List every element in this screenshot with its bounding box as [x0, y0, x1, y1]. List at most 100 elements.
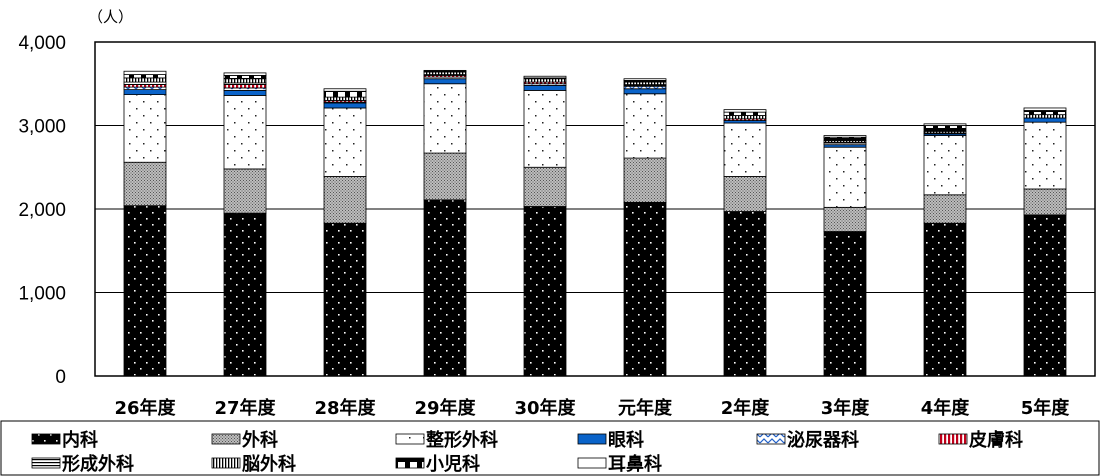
bar-segment [723, 109, 767, 113]
legend-label: 眼科 [608, 429, 644, 451]
x-tick-label: 27年度 [214, 397, 276, 419]
bar-segment [923, 222, 967, 377]
bar-segment [923, 135, 967, 196]
bar-segment [523, 75, 567, 79]
y-axis: 0 1,000 2,000 3,000 4,000 [18, 33, 66, 388]
x-tick-label: 元年度 [618, 397, 673, 419]
bar-segment [823, 146, 867, 208]
bar-segment [523, 206, 567, 377]
bar-segment [523, 90, 567, 168]
bar-segment [323, 90, 367, 98]
bar-segment [823, 136, 867, 141]
bar-stack [723, 109, 767, 377]
bar-stack [923, 123, 967, 377]
bar-segment [423, 78, 467, 85]
legend-swatch [211, 457, 241, 469]
bar-segment [223, 212, 267, 377]
bar-stack [1023, 107, 1067, 377]
legend-swatch [577, 433, 607, 445]
bar-segment [523, 78, 567, 83]
x-tick-label: 2年度 [721, 397, 771, 419]
bar-segment [123, 89, 167, 96]
bar-segment [123, 70, 167, 75]
bar-segment [723, 122, 767, 177]
legend-swatch [395, 433, 425, 445]
bar-segment [223, 90, 267, 96]
bar-segment [323, 222, 367, 377]
bars [123, 69, 1067, 377]
legend-swatch [31, 433, 61, 445]
bar-segment [223, 72, 267, 76]
bar-segment [1023, 117, 1067, 123]
bar-segment [523, 85, 567, 91]
plot-frame [94, 41, 1096, 377]
bar-segment [323, 96, 367, 101]
x-tick-label: 30年度 [514, 397, 576, 419]
bar-segment [423, 152, 467, 201]
x-axis: 26年度 27年度 28年度 29年度 30年度 元年度 2年度 3年度 4年度 5年度 [114, 397, 1070, 419]
bar-segment [923, 125, 967, 132]
bar-segment [423, 69, 467, 72]
legend-swatch [395, 457, 425, 469]
bar-segment [723, 115, 767, 120]
bar-stack [123, 70, 167, 377]
x-tick-label: 5年度 [1021, 397, 1071, 419]
bar-segment [1023, 188, 1067, 216]
bar-segment [123, 74, 167, 79]
bar-segment [123, 161, 167, 207]
bar-stack [623, 78, 667, 377]
bar-segment [223, 78, 267, 84]
bar-segment [1023, 214, 1067, 377]
bar-segment [1023, 107, 1067, 111]
bar-segment [223, 75, 267, 80]
bar-segment [923, 194, 967, 224]
legend-label: 小児科 [426, 453, 480, 475]
y-tick-label: 2,000 [18, 200, 66, 221]
bar-segment [723, 211, 767, 377]
y-tick-label: 3,000 [18, 117, 66, 138]
bar-segment [423, 199, 467, 377]
x-tick-label: 26年度 [114, 397, 176, 419]
legend-swatch [756, 433, 786, 445]
bar-segment [823, 231, 867, 377]
bar-segment [623, 201, 667, 377]
bar-segment [323, 176, 367, 224]
bar-segment [823, 206, 867, 232]
bar-segment [723, 176, 767, 212]
bar-segment [623, 78, 667, 81]
bar-segment [623, 88, 667, 95]
bar-segment [323, 88, 367, 92]
bar-segment [1023, 114, 1067, 119]
bar-segment [123, 77, 167, 83]
bar-segment [623, 157, 667, 203]
legend-label: 脳外科 [242, 453, 296, 475]
legend-label: 内科 [62, 429, 98, 451]
bar-segment [923, 123, 967, 126]
bar-segment [323, 102, 367, 109]
legend-label: 整形外科 [425, 429, 498, 451]
legend-label: 皮膚科 [969, 429, 1023, 451]
y-unit-label: （人） [88, 8, 133, 26]
bar-stack [223, 72, 267, 377]
bar-segment [223, 84, 267, 89]
bar-segment [623, 93, 667, 159]
bar-segment [323, 107, 367, 177]
x-tick-label: 4年度 [921, 397, 971, 419]
bar-segment [723, 111, 767, 116]
bar-segment [1023, 110, 1067, 116]
x-tick-label: 29年度 [414, 397, 476, 419]
legend-frame [0, 420, 1100, 476]
legend-swatch [938, 433, 968, 445]
x-tick-label: 3年度 [821, 397, 871, 419]
bar-segment [1023, 121, 1067, 190]
bar-stack [323, 88, 367, 377]
legend-swatch [211, 433, 241, 445]
bar-segment [123, 94, 167, 163]
bar-segment [123, 205, 167, 377]
y-tick-label: 0 [55, 367, 66, 388]
y-tick-label: 1,000 [18, 284, 66, 305]
bar-segment [823, 135, 867, 138]
legend-swatch [577, 457, 607, 469]
